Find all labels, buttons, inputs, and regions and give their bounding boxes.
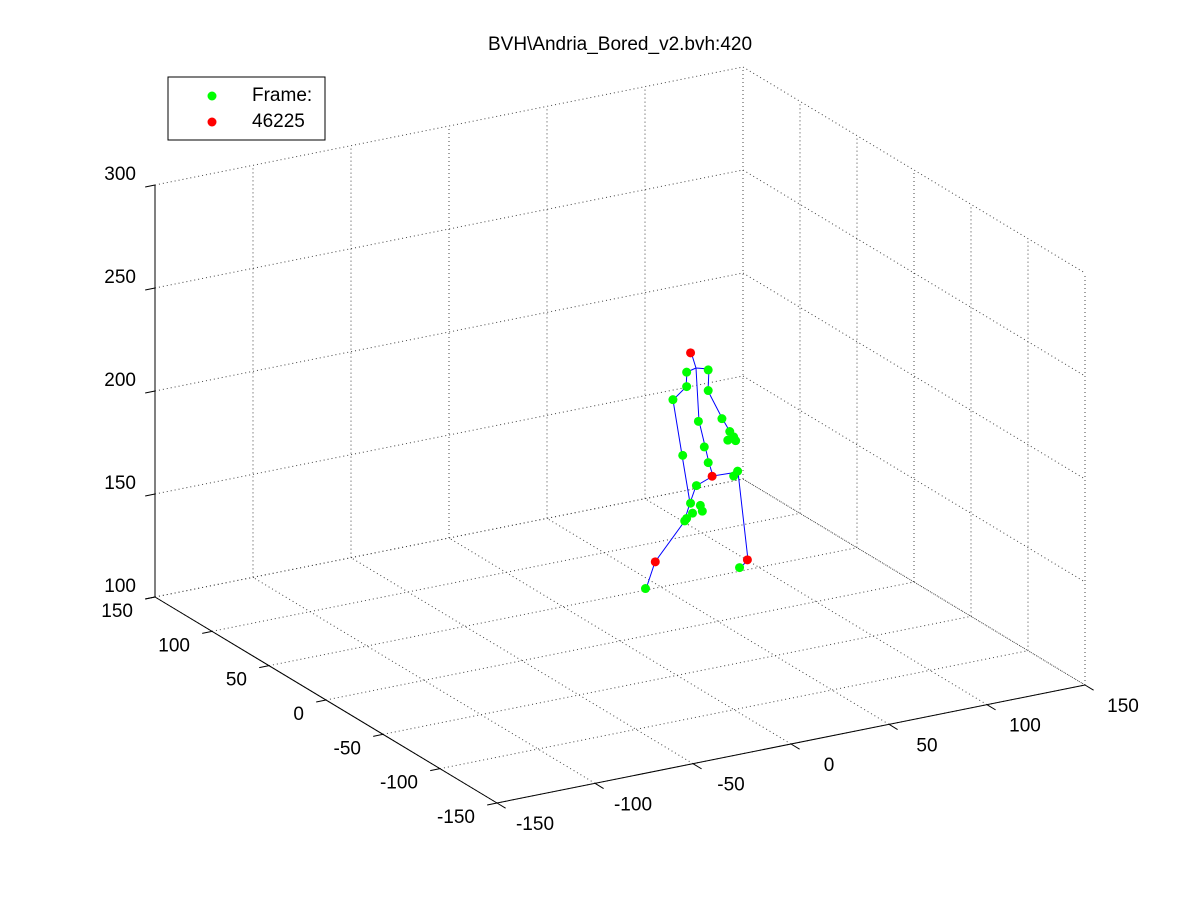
point — [717, 414, 727, 424]
point — [723, 435, 733, 445]
point — [678, 450, 688, 460]
y-tick — [373, 733, 384, 737]
x-tick-label: 50 — [916, 735, 937, 756]
x-tick — [986, 704, 996, 711]
point — [682, 382, 692, 392]
z-tick-label: 200 — [104, 370, 136, 391]
point — [693, 416, 703, 426]
point — [742, 555, 752, 565]
grid-line — [742, 272, 1086, 480]
point — [733, 466, 743, 476]
y-tick-label: -100 — [380, 773, 418, 794]
grid-line — [644, 498, 988, 706]
x-tick — [692, 763, 702, 770]
point — [682, 367, 692, 377]
x-tick-label: -50 — [717, 775, 744, 796]
y-tick-label: -50 — [334, 738, 361, 759]
z-tick — [145, 493, 156, 497]
z-tick-label: 150 — [104, 473, 136, 494]
x-axis — [496, 684, 1086, 804]
point — [703, 386, 713, 396]
z-tick — [145, 596, 156, 600]
y-tick-label: 0 — [293, 704, 304, 725]
x-tick-label: 150 — [1107, 696, 1139, 717]
z-tick-label: 300 — [104, 164, 136, 185]
x-tick — [496, 802, 506, 809]
y-axis — [154, 596, 498, 804]
point — [697, 506, 707, 516]
z-tick-label: 100 — [104, 576, 136, 597]
z-tick-label: 250 — [104, 267, 136, 288]
point — [699, 442, 709, 452]
grid-line — [742, 375, 1086, 583]
point — [691, 481, 701, 491]
x-tick — [594, 782, 604, 789]
z-tick — [145, 390, 156, 394]
point — [680, 516, 690, 526]
point — [686, 498, 696, 508]
points — [640, 348, 752, 594]
point — [703, 458, 713, 468]
point — [688, 508, 698, 518]
y-tick — [316, 699, 327, 703]
x-tick — [1084, 684, 1094, 691]
grid: -150 -100 -50 0 50 100 150 -150 -100 -50 0 50 100 150… — [101, 66, 1139, 835]
point — [731, 436, 741, 446]
point — [686, 348, 696, 358]
y-tick — [202, 630, 213, 634]
y-tick — [430, 768, 441, 772]
y-tick-label: -150 — [437, 807, 475, 828]
legend-label: Frame: — [252, 85, 312, 106]
grid-line — [448, 537, 792, 745]
grid-line — [546, 517, 890, 725]
legend-box — [167, 76, 326, 141]
chart-title: BVH\Andria_Bored_v2.bvh:420 — [488, 34, 752, 55]
point — [640, 584, 650, 594]
legend: Frame: 46225 — [167, 76, 326, 141]
y-tick — [487, 802, 498, 806]
x-tick — [790, 743, 800, 750]
grid-line — [742, 66, 1086, 274]
grid-line — [252, 576, 596, 784]
y-tick-label: 50 — [226, 670, 247, 691]
grid-line — [742, 169, 1086, 377]
x-tick-label: -150 — [516, 814, 554, 835]
y-tick-label: 100 — [158, 635, 190, 656]
legend-label: 46225 — [252, 111, 305, 132]
x-tick-label: -100 — [614, 794, 652, 815]
grid-line — [742, 478, 1086, 686]
z-tick — [145, 184, 156, 188]
point — [703, 365, 713, 375]
y-tick-label: 150 — [101, 601, 133, 622]
point — [668, 395, 678, 405]
grid-line — [350, 557, 694, 765]
y-tick — [259, 665, 270, 669]
x-tick-label: 0 — [824, 755, 835, 776]
legend-marker — [207, 91, 217, 101]
x-tick — [888, 723, 898, 730]
z-tick — [145, 287, 156, 291]
x-tick-label: 100 — [1009, 716, 1041, 737]
legend-marker — [207, 117, 217, 127]
point — [707, 471, 717, 481]
point — [650, 557, 660, 567]
point — [735, 563, 745, 573]
